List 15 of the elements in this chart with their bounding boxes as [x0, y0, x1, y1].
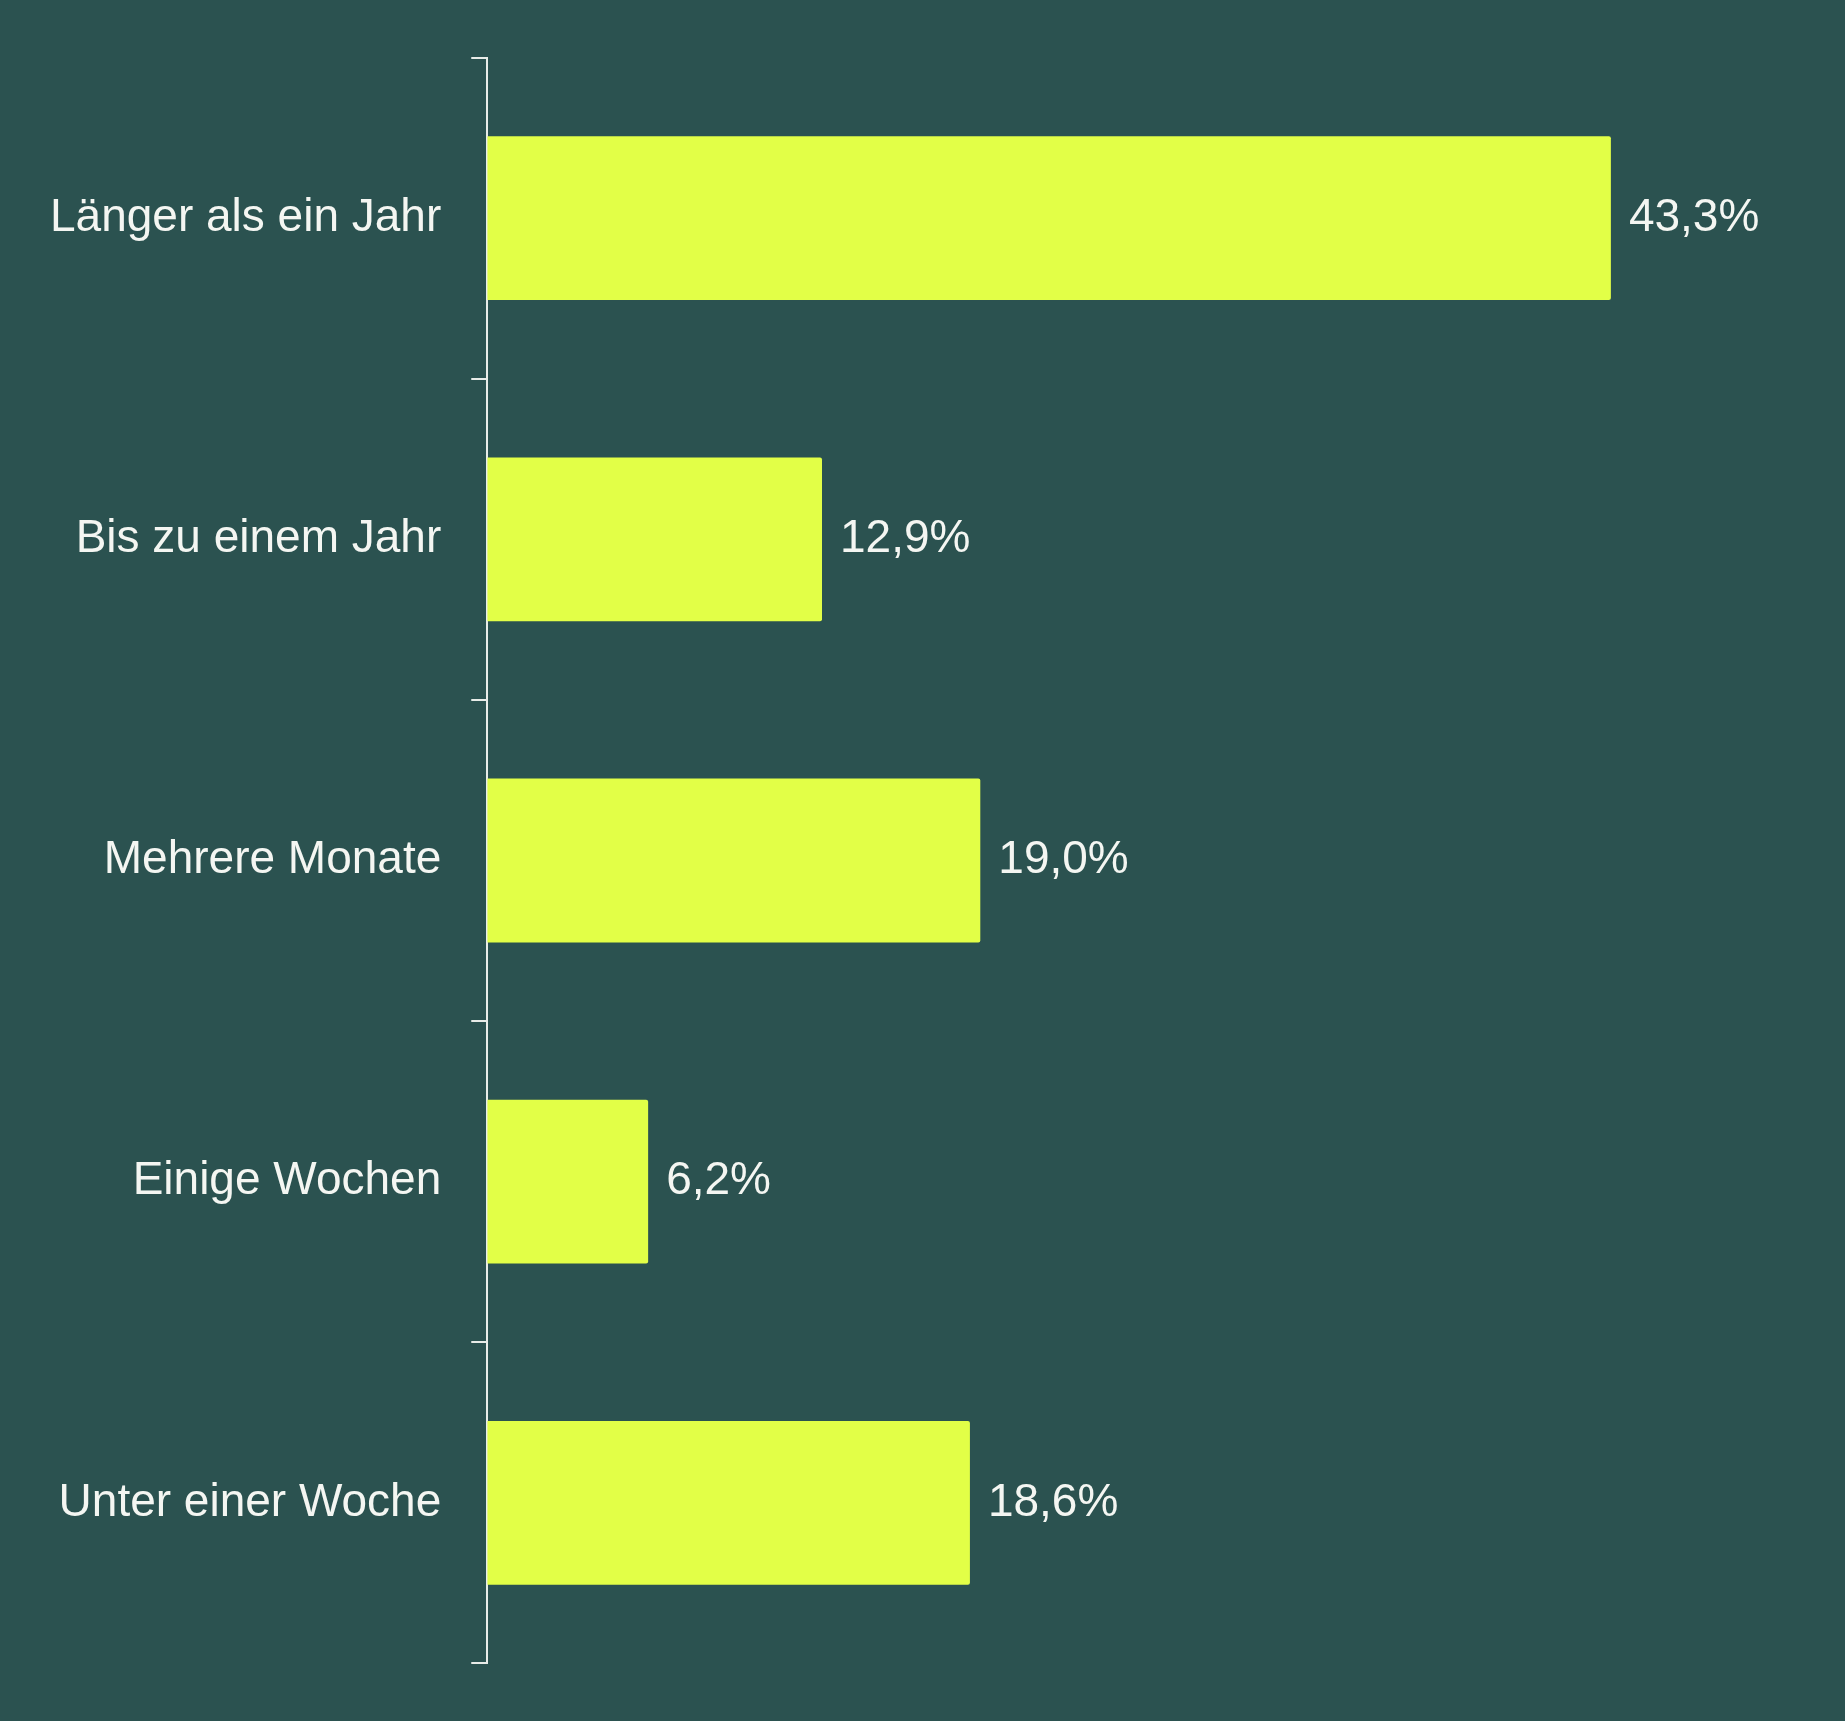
y-tick-label: Mehrere Monate	[103, 831, 442, 884]
y-tick-label: Bis zu einem Jahr	[75, 510, 442, 563]
bar	[487, 778, 981, 943]
y-tick-label: Einige Wochen	[132, 1152, 442, 1205]
data-label: 19,0%	[998, 831, 1129, 884]
bar	[487, 1099, 649, 1264]
data-label: 18,6%	[987, 1473, 1119, 1526]
data-label: 43,3%	[1628, 188, 1760, 241]
data-label: 12,9%	[840, 510, 971, 563]
y-tick-label: Unter einer Woche	[58, 1473, 442, 1526]
bar	[487, 457, 822, 622]
bar	[487, 136, 1611, 301]
bar	[487, 1420, 970, 1585]
y-tick-label: Länger als ein Jahr	[50, 188, 442, 241]
data-label: 6,2%	[666, 1152, 771, 1205]
